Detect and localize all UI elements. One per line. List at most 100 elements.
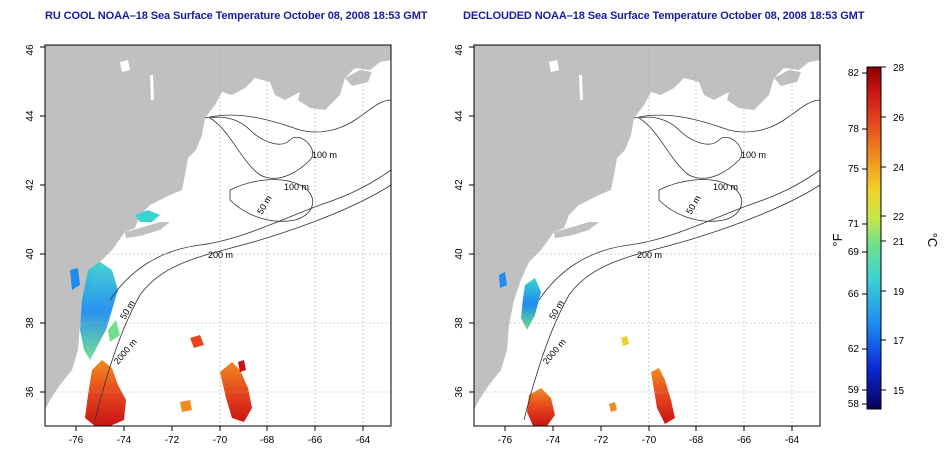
sst-patch-cool (70, 268, 80, 290)
land-nova-scotia (298, 84, 330, 110)
colorbar-gradient (866, 66, 882, 410)
x-tick-label: -68 (689, 435, 704, 446)
x-tick-label: -66 (308, 435, 323, 446)
colorbar-c-label: °C (925, 233, 940, 248)
y-tick-label: 36 (25, 386, 36, 398)
y-tick-label: 46 (454, 44, 465, 56)
map-frame (44, 44, 392, 427)
contour-50m (208, 116, 313, 179)
land-mass (474, 45, 820, 410)
f-tick-label: 75 (848, 164, 860, 175)
sst-patch-cool (135, 210, 160, 222)
c-tick-label: 24 (893, 163, 905, 174)
c-tick-label: 28 (893, 63, 905, 74)
c-tick-label: 21 (893, 237, 905, 248)
x-tick-label: -66 (737, 435, 752, 446)
land-nova-scotia (727, 84, 759, 110)
x-tick-label: -74 (117, 435, 132, 446)
sst-patch-warm (190, 335, 204, 348)
y-tick-label: 42 (25, 179, 36, 191)
sst-patch-warm (527, 388, 555, 426)
f-tick-label: 71 (848, 219, 860, 230)
lake (120, 60, 130, 72)
contour-2000m (523, 184, 820, 421)
x-tick-label: -76 (498, 435, 513, 446)
land-long-island (554, 222, 599, 238)
sst-patch-cool (521, 278, 541, 330)
c-tick-label: 22 (893, 212, 905, 223)
y-axis: 36 38 40 42 44 46 (454, 44, 465, 398)
map-frame (473, 44, 821, 427)
f-tick-label: 78 (848, 124, 860, 135)
bathymetry-contours (94, 99, 391, 421)
y-tick-label: 36 (454, 386, 465, 398)
sst-patch-cool (80, 262, 118, 360)
grid-lines (474, 45, 820, 426)
sst-patch-warm (220, 362, 252, 422)
f-tick-label: 82 (848, 68, 860, 79)
y-tick-label: 44 (25, 110, 36, 122)
y-tick-label: 40 (25, 248, 36, 260)
colorbar: 82 78 75 71 69 66 62 59 58 28 26 24 22 2… (830, 63, 940, 410)
x-tick-label: -68 (260, 435, 275, 446)
sst-patch-warm (180, 400, 192, 412)
contour-100m (204, 99, 391, 133)
contour-100m-b (658, 179, 742, 222)
contour-label: 100 m (713, 182, 738, 192)
bathymetry-contours (523, 99, 820, 421)
f-tick-label: 58 (848, 399, 860, 410)
sst-patch-warm (651, 368, 675, 424)
contour-label: 100 m (312, 150, 337, 160)
map-left: 100 m 100 m 50 m 200 m 50 m 2000 m -76 -… (25, 44, 392, 446)
land-mass (45, 45, 391, 410)
sst-patch-warm (85, 360, 126, 426)
lake (549, 60, 559, 72)
contour-label: 200 m (208, 250, 233, 260)
contour-label: 200 m (637, 250, 662, 260)
contour-200m (538, 169, 820, 301)
contour-50m (637, 116, 742, 179)
map-right: 100 m 100 m 50 m 200 m 50 m 2000 m -76 -… (454, 44, 821, 446)
f-tick-label: 62 (848, 344, 860, 355)
colorbar-c-ticks: 28 26 24 22 21 19 17 15 (893, 63, 905, 397)
c-tick-label: 17 (893, 336, 905, 347)
x-tick-label: -64 (785, 435, 800, 446)
lake (150, 75, 154, 100)
y-tick-label: 38 (25, 317, 36, 329)
y-tick-label: 46 (25, 44, 36, 56)
land-cape-breton (345, 70, 372, 86)
x-tick-label: -70 (642, 435, 657, 446)
f-tick-label: 66 (848, 289, 860, 300)
sst-patch-cool (108, 320, 120, 342)
x-tick-label: -70 (213, 435, 228, 446)
contour-200m (109, 169, 391, 301)
sst-patch-warm (621, 336, 629, 346)
y-tick-label: 40 (454, 248, 465, 260)
contour-label: 100 m (741, 150, 766, 160)
f-tick-label: 59 (848, 385, 860, 396)
sst-patch-warm (609, 402, 617, 412)
f-tick-label: 69 (848, 247, 860, 258)
c-tick-label: 15 (893, 386, 905, 397)
sst-patch-warm (238, 360, 246, 372)
y-tick-label: 44 (454, 110, 465, 122)
c-tick-label: 26 (893, 113, 905, 124)
grid-lines (45, 45, 391, 426)
land-cape-breton (774, 70, 801, 86)
y-tick-label: 38 (454, 317, 465, 329)
y-tick-label: 42 (454, 179, 465, 191)
x-axis: -76 -74 -72 -70 -68 -66 -64 (69, 435, 371, 446)
contour-2000m (94, 184, 391, 421)
contour-100m-b (229, 179, 313, 222)
lake (579, 75, 583, 100)
x-axis: -76 -74 -72 -70 -68 -66 -64 (498, 435, 800, 446)
contour-label: 100 m (284, 182, 309, 192)
x-tick-label: -72 (594, 435, 609, 446)
x-tick-label: -76 (69, 435, 84, 446)
map-title-left: RU COOL NOAA–18 Sea Surface Temperature … (45, 10, 428, 22)
x-tick-label: -72 (165, 435, 180, 446)
x-tick-label: -64 (356, 435, 371, 446)
c-tick-label: 19 (893, 287, 905, 298)
land-long-island (125, 222, 170, 238)
